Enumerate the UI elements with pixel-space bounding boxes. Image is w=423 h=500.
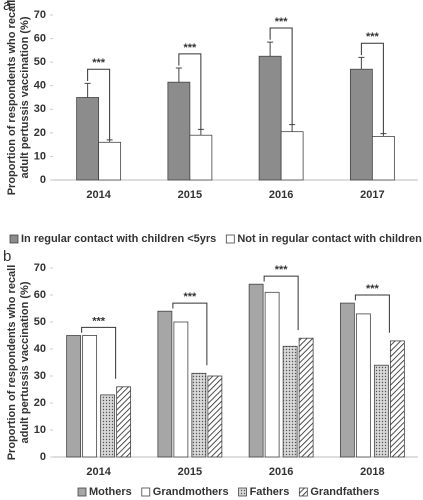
- legend-label: Not in regular contact with children <5y…: [237, 233, 423, 245]
- error-bar: [267, 41, 274, 57]
- significance-label: ***: [183, 42, 197, 54]
- x-tick-label: 2015: [178, 466, 202, 478]
- y-tick-label: 20: [34, 127, 46, 139]
- bar: [207, 375, 223, 458]
- significance-bracket: [81, 326, 117, 379]
- bar: [98, 141, 122, 181]
- significance-bracket: [87, 68, 111, 140]
- legend-swatch: [298, 487, 308, 497]
- legend-swatch: [141, 487, 151, 497]
- y-axis-label: Proportion of respondents who recall: [6, 0, 18, 195]
- legend-label: Mothers: [89, 486, 132, 498]
- bar: [371, 135, 395, 181]
- bar: [167, 81, 191, 181]
- bar: [248, 283, 264, 458]
- x-tick-label: 2015: [178, 189, 202, 201]
- bar: [100, 394, 116, 458]
- x-tick-label: 2016: [269, 189, 293, 201]
- error-bar: [84, 82, 91, 98]
- significance-bracket: [172, 302, 208, 366]
- bar: [339, 302, 355, 458]
- x-tick-label: 2014: [86, 189, 111, 201]
- significance-bracket: [269, 27, 293, 125]
- legend-label: Grandfathers: [310, 486, 379, 498]
- x-tick-label: 2014: [86, 466, 111, 478]
- legend-label: In regular contact with children <5yrs: [21, 233, 216, 245]
- bar: [116, 386, 132, 458]
- error-bar: [175, 67, 182, 83]
- panel-label: a: [3, 0, 12, 14]
- error-bar: [358, 56, 365, 70]
- legend-swatch: [238, 487, 247, 497]
- error-bar: [380, 133, 387, 137]
- bar: [76, 97, 100, 181]
- bar: [82, 335, 98, 458]
- bar: [191, 372, 207, 458]
- significance-label: ***: [183, 291, 197, 303]
- error-bar: [289, 124, 296, 132]
- bar: [173, 321, 189, 458]
- y-tick-label: 20: [34, 397, 46, 409]
- y-tick-label: 10: [34, 150, 46, 162]
- y-axis-label: Proportion of respondents who recall: [6, 265, 18, 461]
- y-tick-label: 40: [34, 343, 46, 355]
- significance-label: ***: [275, 264, 289, 276]
- y-tick-label: 40: [34, 80, 46, 92]
- bar: [349, 68, 373, 181]
- y-tick-label: 30: [34, 103, 46, 115]
- significance-label: ***: [366, 31, 380, 43]
- y-tick-label: 60: [34, 289, 46, 301]
- error-bar: [197, 128, 204, 136]
- bar: [298, 337, 314, 458]
- legend-swatch: [225, 234, 235, 244]
- bar: [258, 55, 282, 181]
- y-tick-label: 10: [34, 424, 46, 436]
- error-bar: [106, 139, 113, 143]
- bar: [373, 364, 389, 458]
- bar: [189, 134, 213, 181]
- x-tick-label: 2016: [269, 466, 293, 478]
- legend-label: Fathers: [250, 486, 290, 498]
- significance-label: ***: [366, 283, 380, 295]
- y-tick-label: 30: [34, 370, 46, 382]
- significance-bracket: [178, 53, 202, 130]
- significance-bracket: [360, 42, 384, 134]
- bar: [66, 335, 82, 458]
- significance-label: ***: [275, 16, 289, 28]
- legend-swatch: [77, 487, 87, 497]
- x-tick-label: 2017: [360, 189, 384, 201]
- bar: [282, 345, 298, 458]
- bar: [355, 313, 371, 458]
- legend-swatch: [9, 234, 19, 244]
- y-axis-label: adult pertussis vaccination (%): [19, 281, 31, 443]
- significance-bracket: [263, 275, 299, 331]
- x-tick-label: 2018: [360, 466, 384, 478]
- bar: [389, 340, 405, 458]
- panel-label: b: [3, 248, 11, 265]
- y-tick-label: 0: [40, 174, 46, 186]
- bar: [280, 131, 304, 181]
- significance-label: ***: [92, 57, 106, 69]
- significance-bracket: [354, 294, 390, 333]
- y-tick-label: 50: [34, 316, 46, 328]
- bar: [157, 310, 173, 458]
- bar: [264, 291, 280, 458]
- y-axis-label: adult pertussis vaccination (%): [19, 16, 31, 178]
- y-tick-label: 50: [34, 56, 46, 68]
- legend-label: Grandmothers: [153, 486, 229, 498]
- y-tick-label: 0: [40, 451, 46, 463]
- y-tick-label: 70: [34, 262, 46, 274]
- significance-label: ***: [92, 315, 106, 327]
- y-tick-label: 70: [34, 9, 46, 21]
- y-tick-label: 60: [34, 32, 46, 44]
